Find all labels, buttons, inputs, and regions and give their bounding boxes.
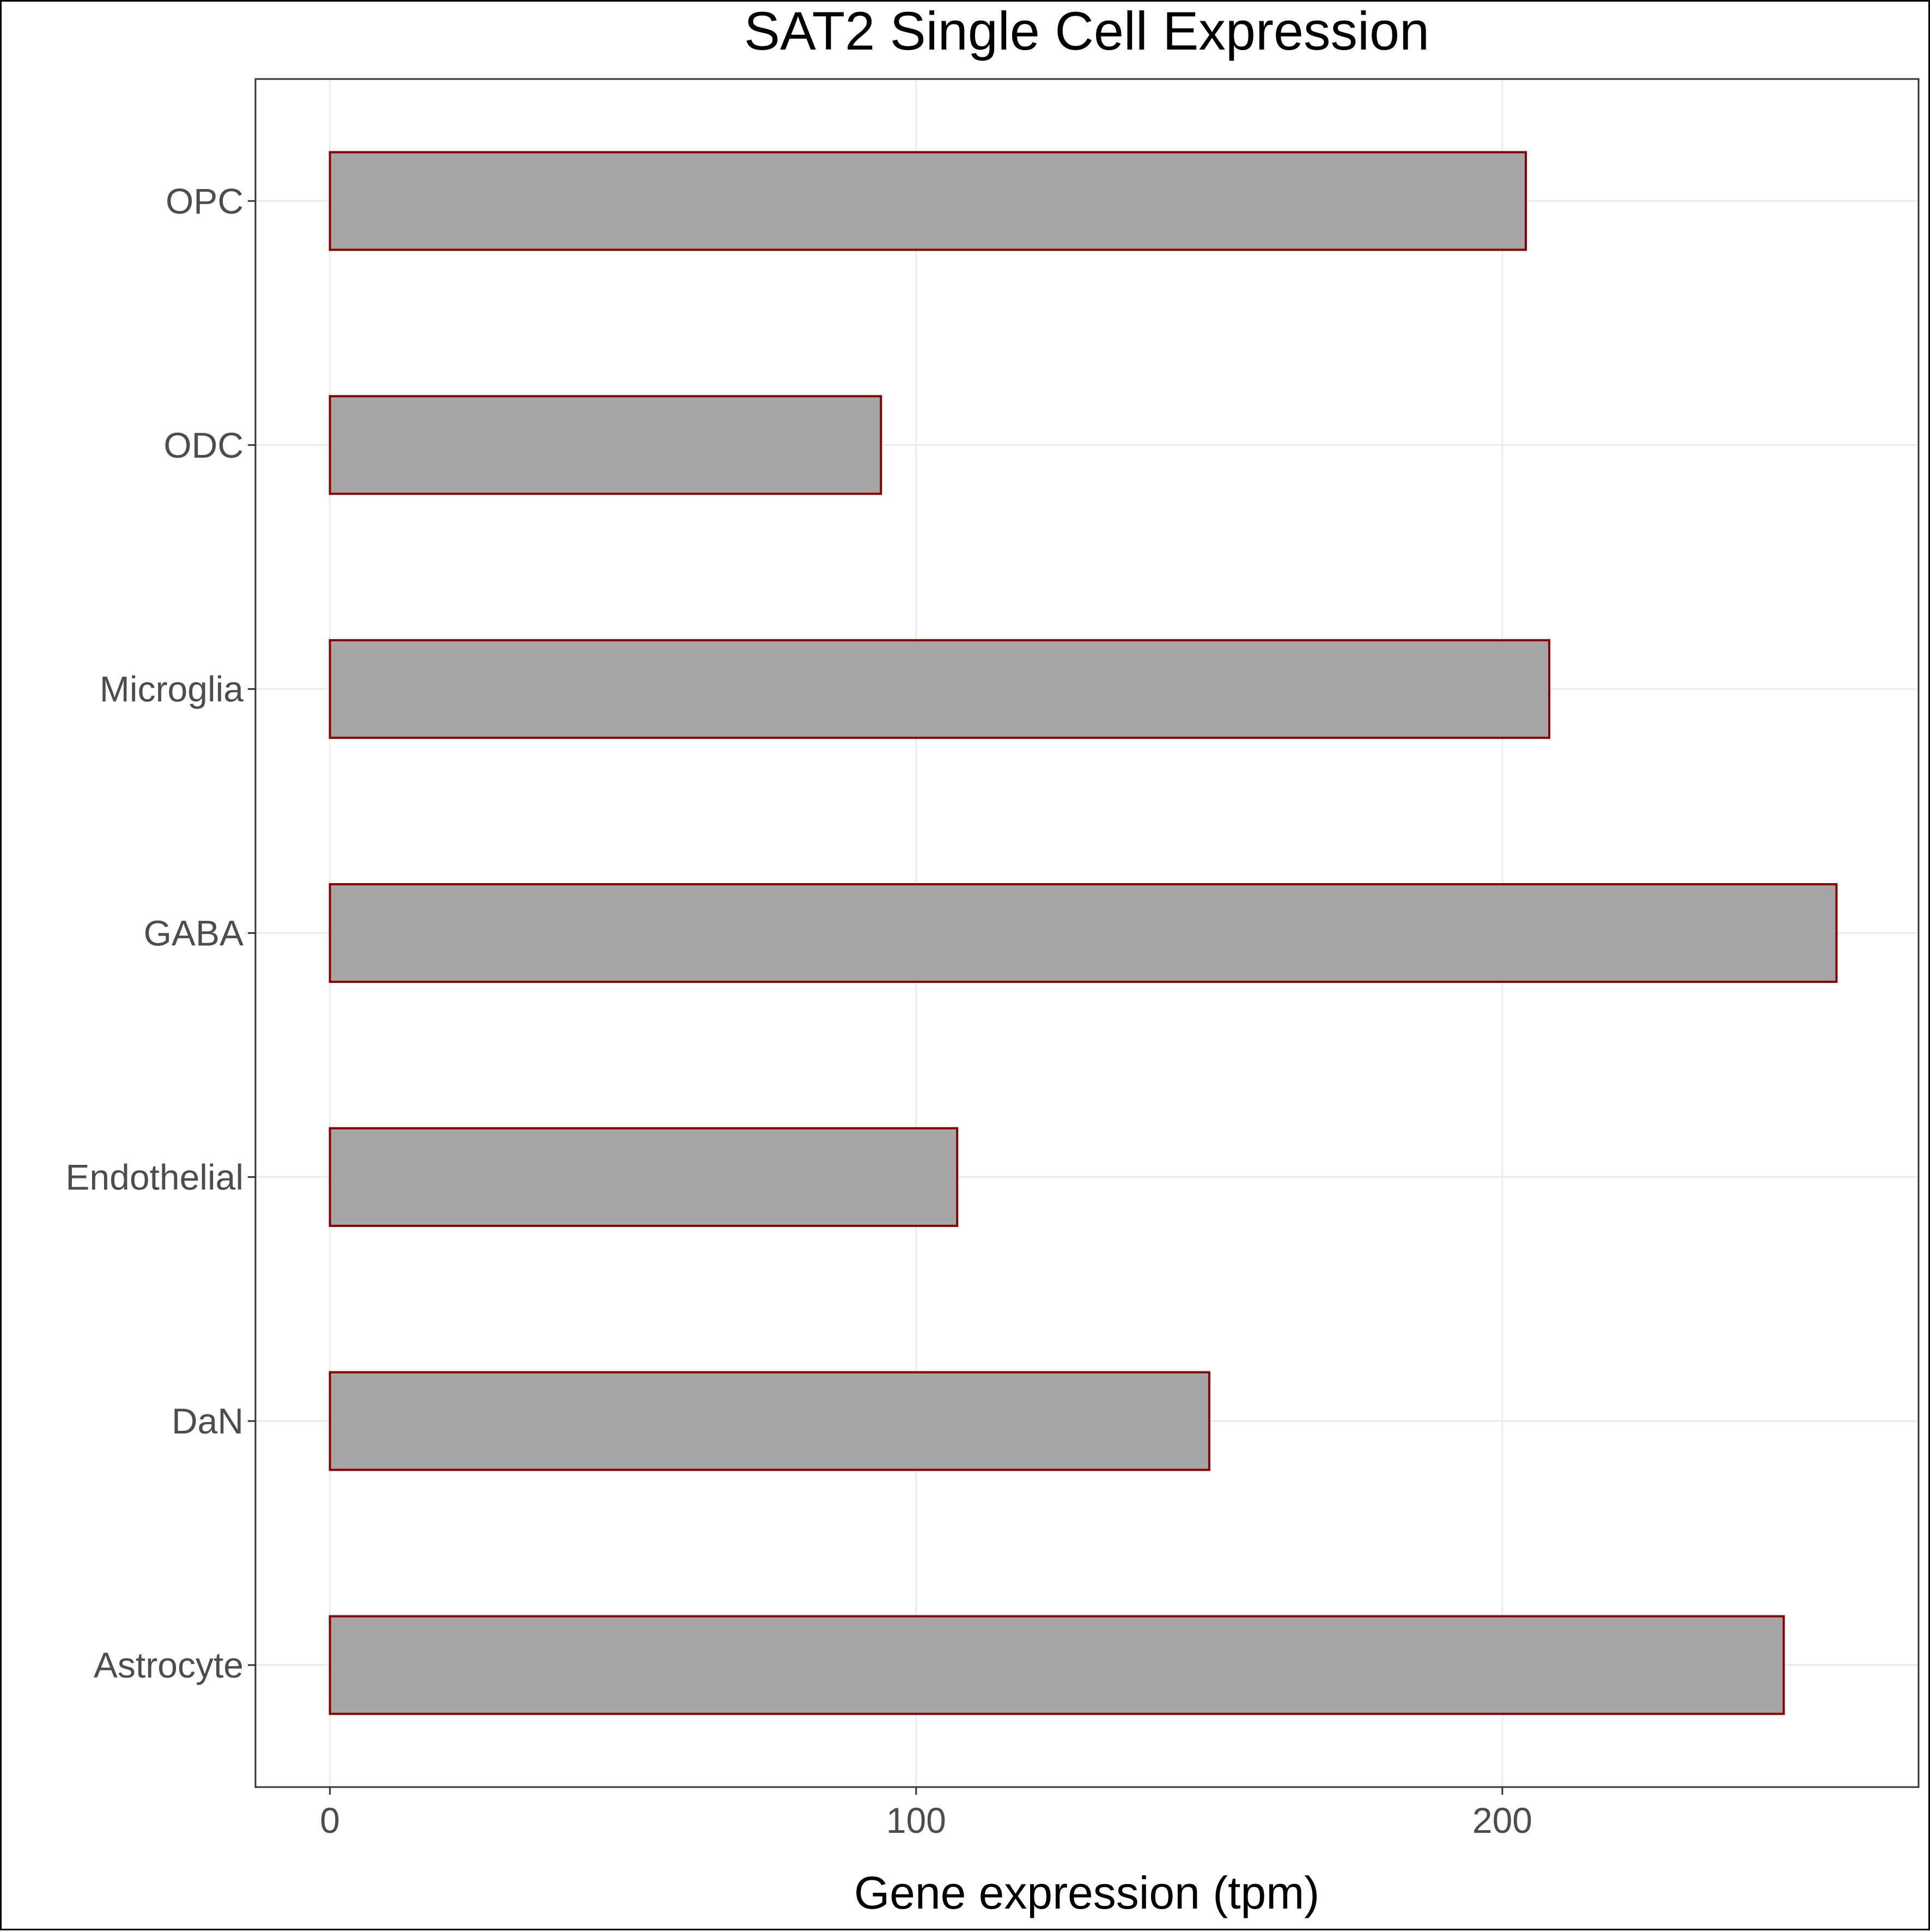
y-tick-label-microglia: Microglia xyxy=(100,669,243,709)
x-axis-title: Gene expression (tpm) xyxy=(854,1867,1319,1918)
y-tick-label-gaba: GABA xyxy=(144,913,243,953)
y-tick-label-opc: OPC xyxy=(166,181,243,221)
y-tick-label-odc: ODC xyxy=(163,425,243,465)
bar-dan xyxy=(328,1371,1210,1471)
x-axis-ticks: 0 100 200 xyxy=(320,1787,1532,1840)
bars xyxy=(328,151,1838,1715)
chart-title: SAT2 Single Cell Expression xyxy=(744,2,1429,61)
x-tick-label: 200 xyxy=(1472,1800,1532,1840)
x-tick-label: 0 xyxy=(320,1800,340,1840)
bar-astrocyte xyxy=(328,1615,1785,1715)
x-tick-label: 100 xyxy=(886,1800,946,1840)
bar-opc xyxy=(328,151,1527,251)
y-axis-ticks: Astrocyte DaN Endothelial GABA Microglia ODC O… xyxy=(65,181,255,1685)
y-tick-label-endothelial: Endothelial xyxy=(65,1157,243,1197)
y-tick-label-dan: DaN xyxy=(172,1401,243,1441)
y-tick-label-astrocyte: Astrocyte xyxy=(94,1645,243,1685)
bar-odc xyxy=(328,395,882,495)
bar-microglia xyxy=(328,639,1551,739)
bar-gaba xyxy=(328,883,1838,983)
bar-endothelial xyxy=(328,1127,959,1227)
